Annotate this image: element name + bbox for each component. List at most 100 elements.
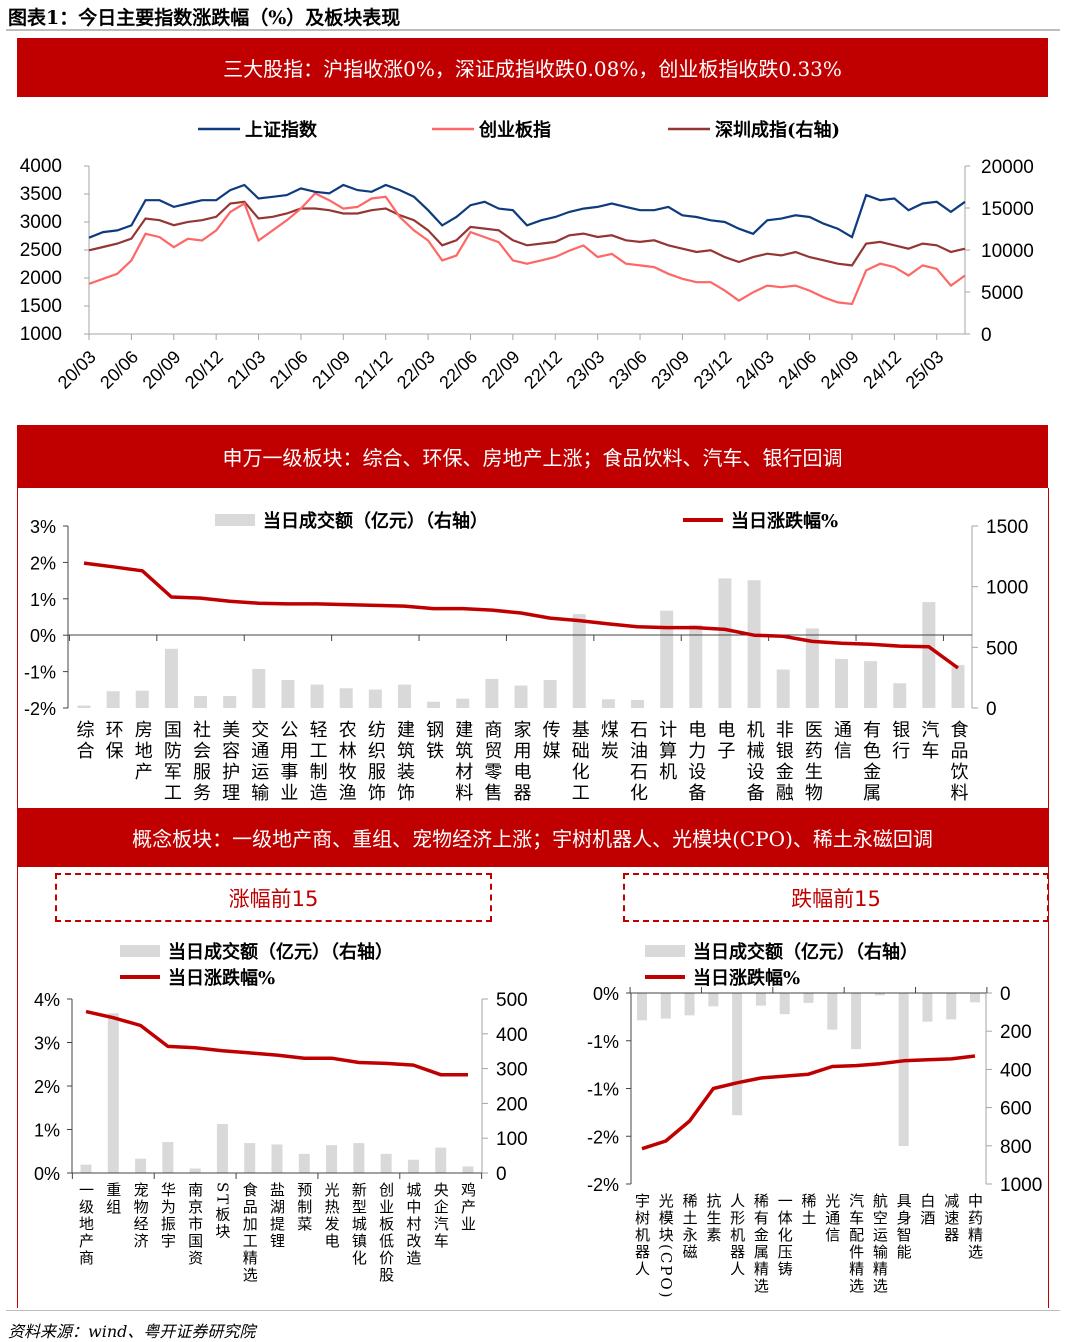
category-label: ST板块: [213, 1182, 231, 1240]
category-label: 人形机器人: [728, 1193, 746, 1278]
category-label: 一体化压铸: [776, 1193, 794, 1278]
legend-bar-label: 当日成交额（亿元）（右轴）: [263, 510, 488, 532]
turnover-bar: [106, 691, 120, 708]
right-tick-label: 0: [1000, 984, 1011, 1005]
turnover-bar: [684, 993, 695, 1016]
turnover-bar: [353, 1143, 365, 1173]
indices-banner: 三大股指：沪指收涨0%，深证成指收跌0.08%，创业板指收跌0.33%: [17, 38, 1048, 97]
left-tick-label: 0%: [34, 1164, 60, 1184]
category-label: 电子: [714, 720, 735, 762]
category-label: 交通运输: [248, 720, 269, 804]
left-tick-label: -1%: [587, 1032, 619, 1052]
turnover-bar: [216, 1123, 228, 1173]
category-label: 公用事业: [277, 720, 298, 804]
turnover-bar: [718, 578, 732, 708]
legend-line-label: 当日涨跌幅%: [168, 967, 275, 989]
turnover-bar: [747, 580, 761, 708]
turnover-bar: [244, 1143, 256, 1173]
turnover-bar: [310, 684, 324, 708]
left-tick-label: 1%: [34, 1121, 60, 1141]
turnover-bar: [135, 690, 149, 708]
right-tick-label: 0: [986, 699, 997, 720]
left-tick-label: 1500: [20, 296, 62, 317]
right-tick-label: 400: [1000, 1060, 1032, 1081]
turnover-bar: [107, 1013, 119, 1173]
left-tick-label: -2%: [24, 699, 56, 719]
turnover-bar: [252, 668, 266, 708]
right-tick-label: 300: [496, 1060, 528, 1081]
category-label: 创业板低价股: [377, 1182, 395, 1284]
left-tick-label: -2%: [587, 1127, 619, 1147]
turnover-bar: [135, 1158, 147, 1173]
turnover-bar: [462, 1166, 474, 1173]
legend-bar-swatch: [120, 945, 160, 957]
concept-losers-chart: -2% -2% -1% -1% 0% 1000 800 600 400 200 0 宇树机器人 光模块(…: [587, 941, 1042, 1300]
category-label: 中药精选: [966, 1193, 984, 1261]
right-tick-label: 200: [1000, 1022, 1032, 1043]
turnover-bar: [776, 669, 790, 708]
turnover-bar: [631, 699, 645, 708]
category-label: 石油石化: [627, 720, 648, 804]
turnover-bar: [660, 993, 671, 1019]
turnover-bar: [298, 1153, 310, 1173]
category-label: 央企汽车: [432, 1182, 450, 1250]
category-label: 纺织服饰: [365, 720, 386, 804]
footer-divider: [6, 1310, 1060, 1311]
category-label: 煤炭: [598, 720, 619, 762]
right-tick-label: 1000: [1000, 1175, 1042, 1196]
category-label: 盐湖提锂: [268, 1182, 286, 1250]
left-tick-label: 1000: [20, 324, 62, 345]
turnover-bar: [485, 678, 499, 708]
category-label: 宇树机器人: [633, 1193, 651, 1278]
concept-gainers-chart: 0% 1% 2% 3% 4% 0 100 200 300 400 500 一级地产商 重组 宠物经济 华为振…: [34, 941, 528, 1284]
left-tick-label: 0%: [593, 984, 619, 1004]
left-tick-label: 3500: [20, 184, 62, 205]
pct-change-line: [83, 561, 960, 670]
category-label: 一级地产商: [77, 1182, 95, 1267]
turnover-bar: [946, 993, 957, 1020]
category-label: 传媒: [540, 720, 561, 762]
turnover-bar: [708, 993, 719, 1007]
turnover-bar: [339, 688, 353, 708]
legend-label: 深圳成指(右轴): [715, 119, 840, 141]
right-tick-label: 0: [496, 1164, 507, 1185]
turnover-bar: [898, 993, 909, 1146]
right-tick-label: 800: [1000, 1137, 1032, 1158]
turnover-bar: [689, 624, 703, 708]
right-tick-label: 1000: [986, 578, 1028, 599]
category-label: 农林牧渔: [336, 720, 357, 804]
category-label: 南京市国资: [186, 1182, 204, 1267]
turnover-bar: [922, 993, 933, 1022]
legend-bar-swatch: [215, 514, 255, 526]
turnover-bar: [189, 1168, 201, 1173]
turnover-bar: [732, 993, 743, 1116]
category-label: 具身智能: [895, 1193, 913, 1261]
right-tick-label: 400: [496, 1025, 528, 1046]
pct-change-line: [85, 1009, 468, 1077]
right-tick-label: 100: [496, 1129, 528, 1150]
legend-label: 上证指数: [245, 119, 318, 141]
figure-title: 图表1：今日主要指数涨跌幅（%）及板块表现: [8, 7, 401, 29]
right-tick-label: 5000: [981, 283, 1023, 304]
category-label: 抗生素: [704, 1193, 722, 1244]
category-label: 汽车配件精选: [847, 1193, 865, 1295]
category-label: 建筑材料: [452, 720, 473, 804]
turnover-bar: [435, 1147, 447, 1173]
series-line-1: [88, 192, 966, 306]
left-tick-label: 4%: [34, 990, 60, 1010]
category-label: 环保: [103, 720, 124, 762]
turnover-bar: [951, 664, 965, 708]
turnover-bar: [637, 993, 647, 1021]
left-tick-label: 2500: [20, 240, 62, 261]
turnover-bar: [803, 993, 814, 1003]
legend-bar-label: 当日成交额（亿元）（右轴）: [168, 941, 393, 963]
turnover-bar: [805, 628, 819, 708]
category-label: 房地产: [132, 720, 153, 783]
category-label: 宠物经济: [132, 1182, 150, 1250]
pct-change-line: [641, 1054, 976, 1151]
left-tick-label: -1%: [587, 1080, 619, 1100]
category-label: 家用电器: [511, 720, 532, 804]
left-tick-label: -1%: [24, 663, 56, 683]
index-line-chart: 1000 1500 2000 2500 3000 3500 4000 0 5000 10000 15…: [20, 119, 1034, 393]
turnover-bar: [407, 1159, 419, 1173]
